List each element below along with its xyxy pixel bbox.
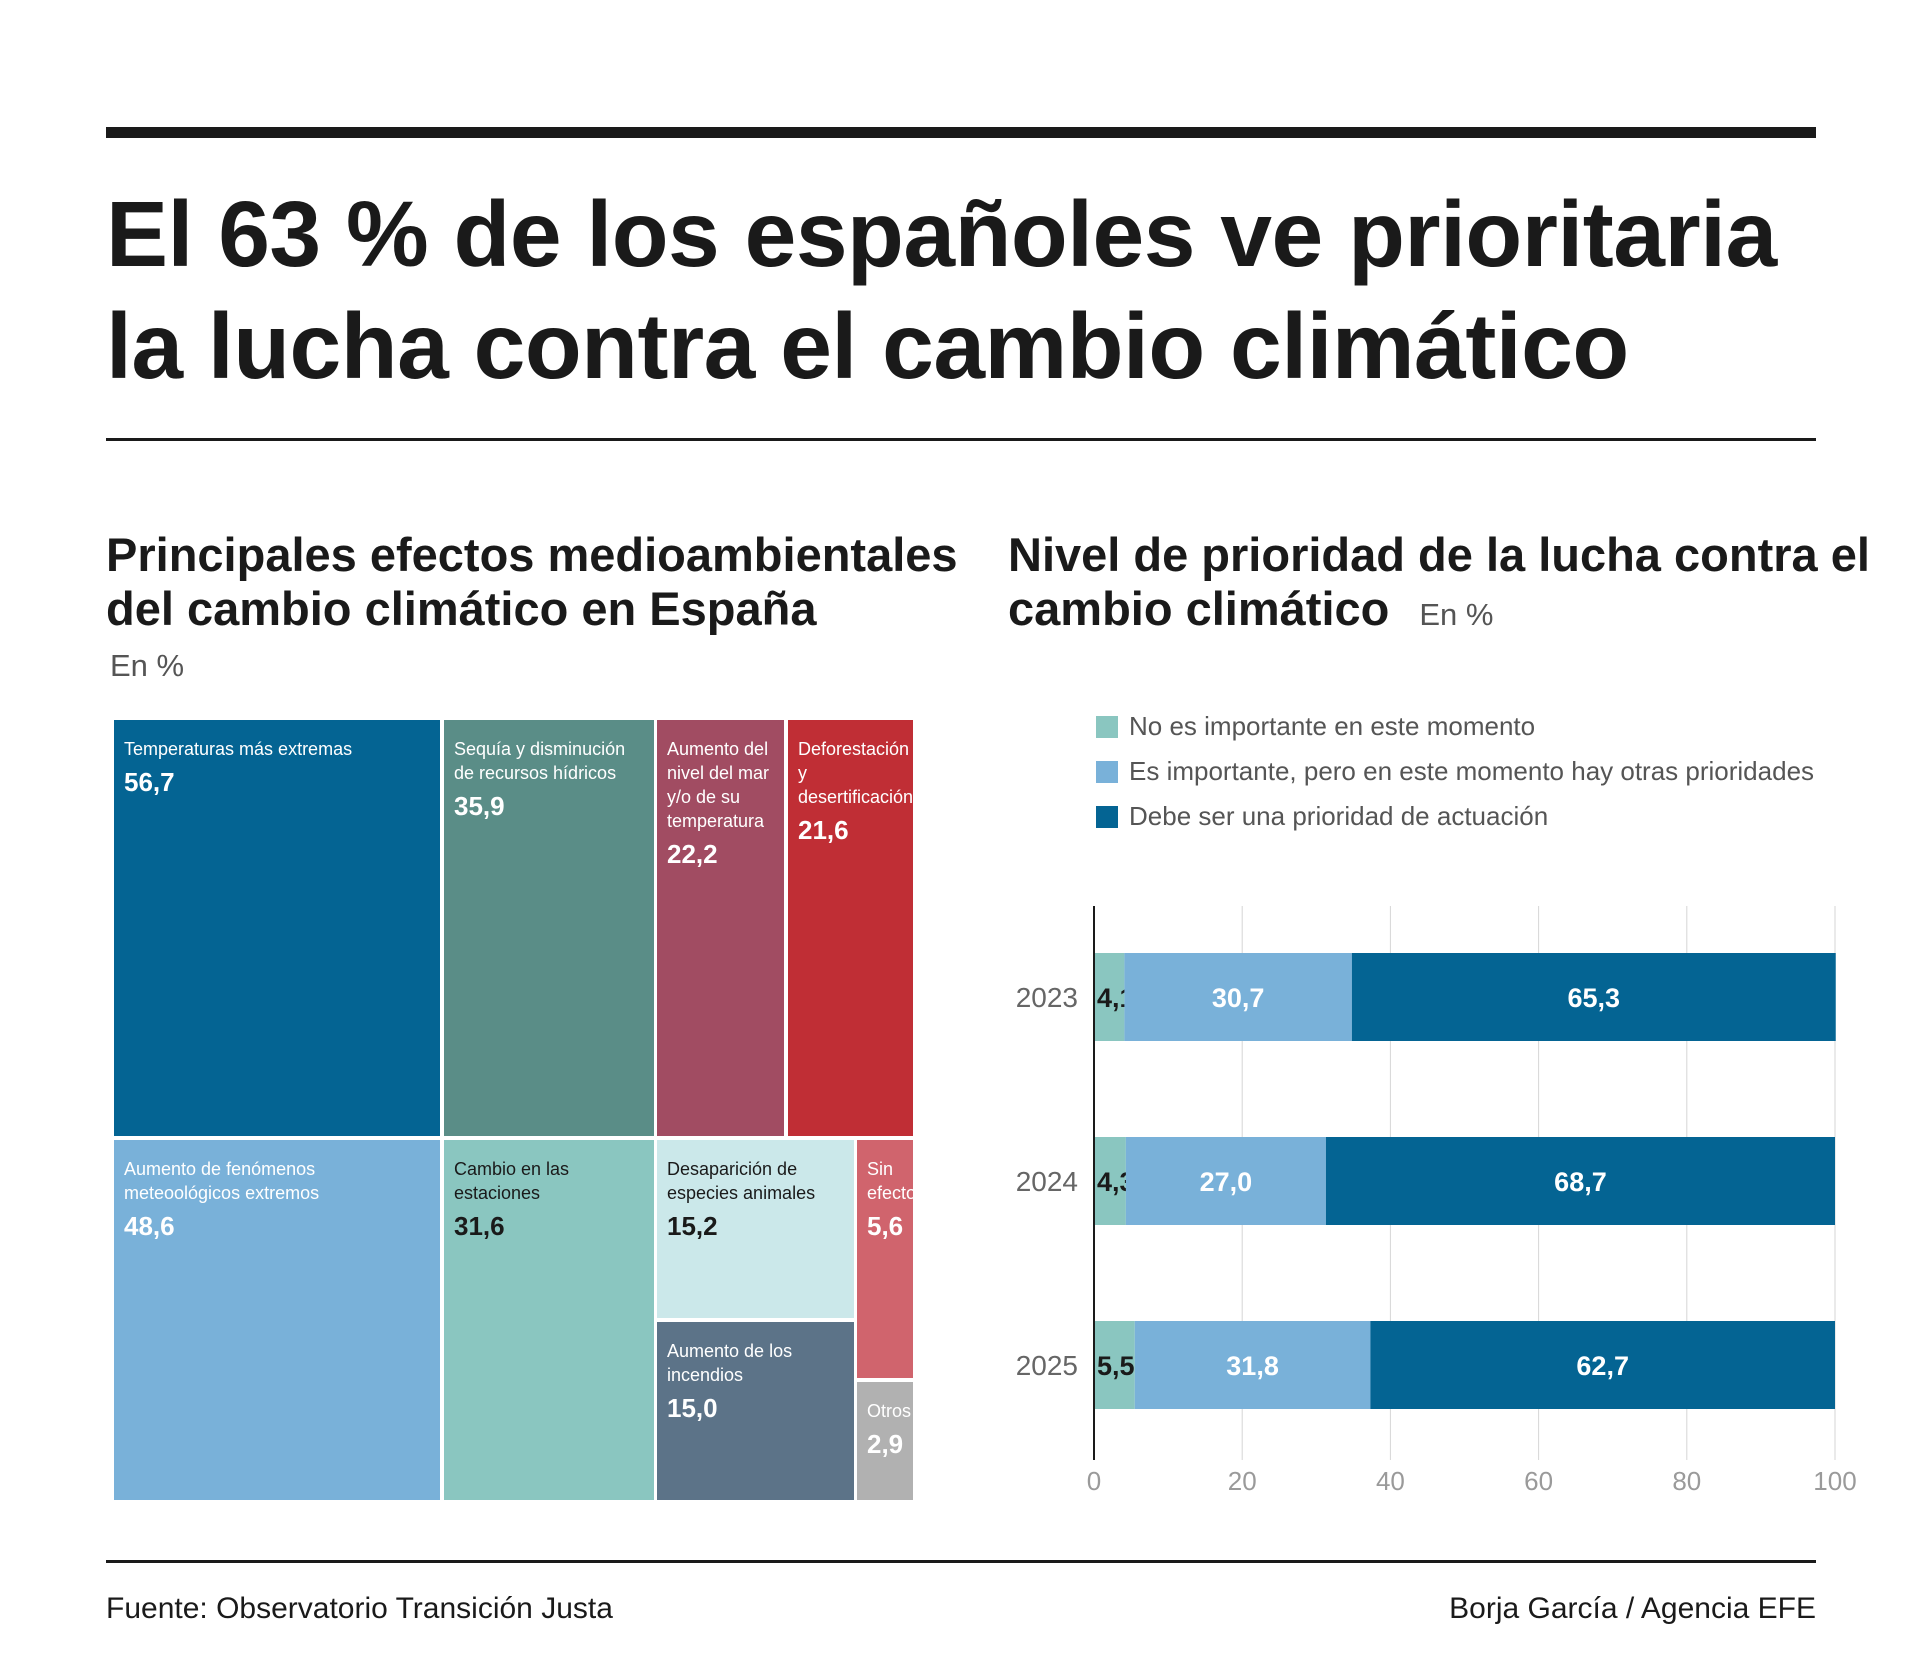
treemap-cell-value: 15,2 [667,1211,718,1241]
category-label: 2025 [1016,1350,1078,1381]
treemap-cell-label: Sin efecto [867,1159,916,1203]
treemap-cell-rect [657,720,784,1136]
treemap-cell-rect [114,720,440,1136]
headline: El 63 % de los españoles ve prioritaria … [106,182,1777,398]
credit-note: Borja García / Agencia EFE [1449,1592,1816,1625]
treemap-cell-value: 48,6 [124,1211,175,1241]
legend-item: Es importante, pero en este momento hay … [1096,756,1814,786]
mid-rule [106,438,1816,441]
x-tick-label: 20 [1228,1466,1257,1496]
treemap-cell-label: Aumento de los incendios [667,1341,792,1385]
treemap-cell: Sin efecto 5,6 [857,1140,916,1378]
bar-segment [1124,953,1352,1041]
treemap-cell-value: 31,6 [454,1211,505,1241]
treemap-cell-rect [657,1140,854,1318]
legend-label: Es importante, pero en este momento hay … [1129,756,1814,786]
treemap-cell: Aumento del nivel del mar y/o de su tempera… [657,720,784,1136]
bar-value-label: 30,7 [1212,983,1265,1013]
bar-chart-unit: En % [1419,597,1494,632]
source-note: Fuente: Observatorio Transición Justa [106,1592,613,1625]
bottom-rule [106,1560,1816,1563]
treemap-cell: Aumento de fenómenos meteoológicos extrem… [114,1140,440,1500]
bar-segment [1094,1137,1126,1225]
category-label: 2024 [1016,1166,1078,1197]
category-label: 2023 [1016,982,1078,1013]
treemap-cell-value: 2,9 [867,1429,903,1459]
x-tick-label: 80 [1672,1466,1701,1496]
legend-item: No es importante en este momento [1096,711,1535,741]
legend-item: Debe ser una prioridad de actuación [1096,801,1548,831]
treemap-cell-label: Otros [867,1401,911,1421]
treemap-cell: Temperaturas más extremas 56,7 [114,720,440,1136]
treemap-cell-rect [444,1140,654,1500]
treemap-cell-label: Aumento del nivel del mar y/o de su tempera… [667,739,769,831]
x-tick-label: 60 [1524,1466,1553,1496]
legend-label: Debe ser una prioridad de actuación [1129,801,1548,831]
x-tick-label: 100 [1813,1466,1856,1496]
legend-swatch [1096,806,1118,828]
treemap-cell-rect [857,1140,913,1378]
treemap-unit: En % [110,648,185,683]
treemap-title: Principales efectos medioambientales del… [106,528,958,635]
legend-swatch [1096,761,1118,783]
treemap-cell: Deforestación y desertificación 21,6 [788,720,913,1136]
treemap-cell-rect [114,1140,440,1500]
treemap-cell-value: 22,2 [667,839,718,869]
treemap-cell: Desaparición de especies animales 15,2 [657,1140,854,1318]
bar-segment [1351,953,1836,1041]
bar-value-label: 65,3 [1568,983,1621,1013]
treemap-cell: Otros 2,9 [857,1382,913,1500]
bar-value-label: 27,0 [1200,1167,1253,1197]
treemap-cell-rect [657,1322,854,1500]
stacked-bar-chart: No es importante en este momento Es impor… [1016,711,1857,1496]
treemap-cell: Aumento de los incendios 15,0 [657,1322,854,1500]
treemap-cell-label: Temperaturas más extremas [124,739,352,759]
bar-segment [1094,953,1125,1041]
treemap-chart: Temperaturas más extremas 56,7 Aumento de … [114,720,916,1500]
legend-swatch [1096,716,1118,738]
treemap-cell-label: Deforestación y desertificación [798,739,913,807]
bar-segment [1325,1137,1835,1225]
bar-segment [1370,1321,1835,1409]
treemap-cell-label: Cambio en las estaciones [454,1159,569,1203]
treemap-cell: Sequía y disminución de recursos hídricos… [444,720,654,1136]
bar-segment [1094,1321,1135,1409]
treemap-cell: Cambio en las estaciones 31,6 [444,1140,654,1500]
treemap-cell-value: 21,6 [798,815,849,845]
x-tick-label: 40 [1376,1466,1405,1496]
bar-segment [1125,1137,1326,1225]
treemap-cell-value: 15,0 [667,1393,718,1423]
bar-segment [1134,1321,1371,1409]
treemap-cell-rect [857,1382,913,1500]
treemap-cell-label: Sequía y disminución de recursos hídricos [454,739,625,783]
treemap-cell-value: 56,7 [124,767,175,797]
bar-chart-title-text: Nivel de prioridad de la lucha contra el… [1008,528,1870,635]
x-tick-label: 0 [1087,1466,1101,1496]
top-rule [106,127,1816,138]
treemap-cell-label: Aumento de fenómenos meteoológicos extrem… [124,1159,319,1203]
treemap-cell-rect [788,720,913,1136]
treemap-cell-rect [444,720,654,1136]
bar-value-label: 62,7 [1576,1351,1629,1381]
bar-chart-title: Nivel de prioridad de la lucha contra el… [1008,528,1908,642]
bar-value-label: 5,5 [1097,1351,1135,1381]
legend-label: No es importante en este momento [1129,711,1535,741]
bar-value-label: 68,7 [1554,1167,1607,1197]
treemap-cell-value: 35,9 [454,791,505,821]
bar-value-label: 31,8 [1226,1351,1279,1381]
treemap-cell-value: 5,6 [867,1211,903,1241]
treemap-cell-label: Desaparición de especies animales [667,1159,815,1203]
